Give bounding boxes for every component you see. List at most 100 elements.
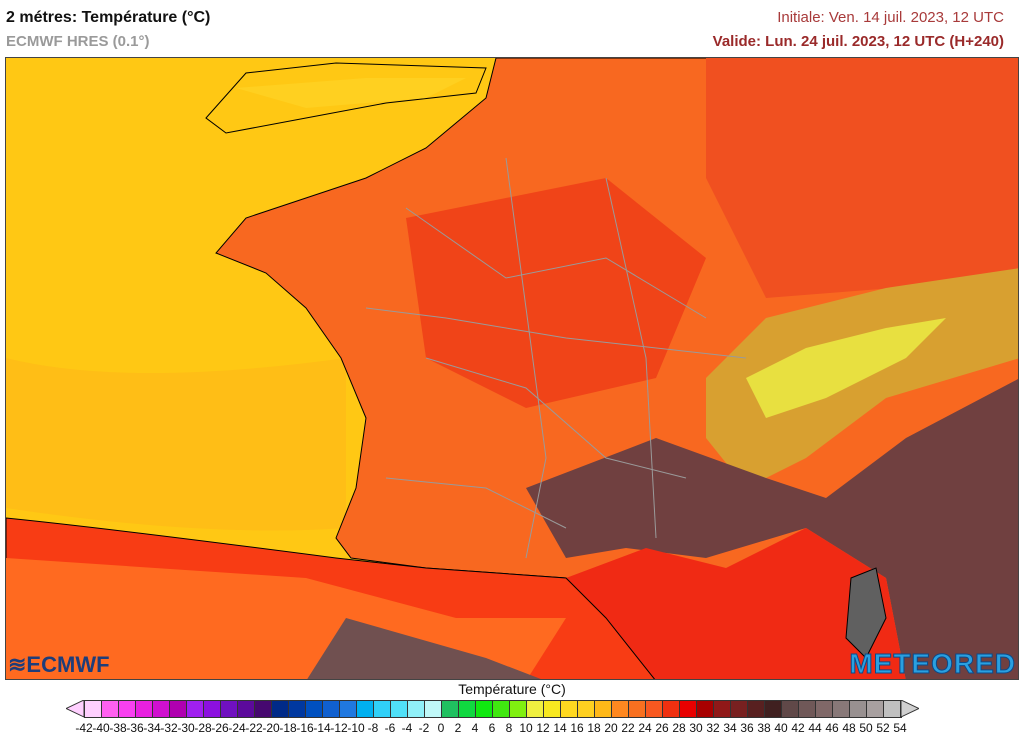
legend-tick: -8	[367, 721, 379, 735]
legend-swatch	[867, 701, 884, 717]
legend-tick: 14	[553, 721, 567, 735]
legend-tick: 50	[859, 721, 873, 735]
legend-swatch	[595, 701, 612, 717]
legend-swatch	[357, 701, 374, 717]
legend-swatch	[578, 701, 595, 717]
legend-swatch	[323, 701, 340, 717]
legend-swatch	[204, 701, 221, 717]
legend-swatch	[561, 701, 578, 717]
legend-swatch	[850, 701, 867, 717]
legend-swatch	[289, 701, 306, 717]
legend-swatch	[646, 701, 663, 717]
meteored-logo: METEORED	[849, 648, 1016, 680]
legend-swatch	[187, 701, 204, 717]
legend-swatch	[459, 701, 476, 717]
legend-tick: -28	[194, 721, 212, 735]
legend-tick: -6	[384, 721, 396, 735]
legend-tick: 24	[638, 721, 652, 735]
legend-tick: -24	[228, 721, 246, 735]
legend-swatch	[765, 701, 782, 717]
legend-swatch	[102, 701, 119, 717]
legend-swatch	[510, 701, 527, 717]
legend-swatch	[408, 701, 425, 717]
legend-swatch	[425, 701, 442, 717]
legend-tick: 10	[519, 721, 533, 735]
legend-swatch	[391, 701, 408, 717]
legend-tick: 16	[570, 721, 584, 735]
legend-tick: 32	[706, 721, 720, 735]
legend-swatch	[306, 701, 323, 717]
legend-swatch	[221, 701, 238, 717]
legend-tick: 2	[454, 721, 462, 735]
legend-tick: 4	[471, 721, 479, 735]
legend-tick: -36	[126, 721, 144, 735]
legend-tick: 42	[791, 721, 805, 735]
legend-tick: 38	[757, 721, 771, 735]
legend-tick: -2	[418, 721, 430, 735]
legend-tick: -16	[296, 721, 314, 735]
legend-tick: -26	[211, 721, 229, 735]
legend-swatch	[493, 701, 510, 717]
legend-tick: -18	[279, 721, 297, 735]
legend-swatch	[255, 701, 272, 717]
legend-swatch	[816, 701, 833, 717]
legend-tick: 36	[740, 721, 754, 735]
legend-swatch	[799, 701, 816, 717]
legend-tick: -40	[92, 721, 110, 735]
legend-swatch	[442, 701, 459, 717]
legend-tick: 28	[672, 721, 686, 735]
legend-swatch	[527, 701, 544, 717]
legend-tick: 6	[488, 721, 496, 735]
legend-swatch	[119, 701, 136, 717]
legend-under-arrow	[66, 700, 84, 718]
legend-swatch	[170, 701, 187, 717]
legend-swatch	[748, 701, 765, 717]
model-name: ECMWF HRES (0.1°)	[6, 33, 150, 50]
initial-time: Initiale: Ven. 14 juil. 2023, 12 UTC	[777, 9, 1004, 26]
legend-swatch	[663, 701, 680, 717]
legend-swatch	[629, 701, 646, 717]
legend-tick: 18	[587, 721, 601, 735]
legend-tick: 8	[505, 721, 513, 735]
legend-tick: -34	[143, 721, 161, 735]
legend-tick: 12	[536, 721, 550, 735]
map-title: 2 métres: Température (°C)	[6, 9, 211, 26]
legend-swatch	[782, 701, 799, 717]
legend-over-arrow	[901, 700, 919, 718]
legend-tick: 30	[689, 721, 703, 735]
legend-swatch	[374, 701, 391, 717]
legend-swatch	[697, 701, 714, 717]
legend-tick: 34	[723, 721, 737, 735]
legend-tick: 22	[621, 721, 635, 735]
legend-tick: -12	[330, 721, 348, 735]
legend-tick: -14	[313, 721, 331, 735]
legend-swatch	[714, 701, 731, 717]
legend-swatch	[476, 701, 493, 717]
temperature-map[interactable]	[5, 57, 1019, 680]
legend-swatch	[153, 701, 170, 717]
legend-title: Température (°C)	[458, 681, 566, 697]
legend-swatch	[136, 701, 153, 717]
legend-tick: 26	[655, 721, 669, 735]
legend-swatch	[85, 701, 102, 717]
legend-tick: -20	[262, 721, 280, 735]
legend-tick: -10	[347, 721, 365, 735]
legend-tick: -42	[75, 721, 93, 735]
legend-tick: 40	[774, 721, 788, 735]
ecmwf-logo: ≋ECMWF	[8, 652, 110, 677]
legend-swatch	[544, 701, 561, 717]
legend-tick: 44	[808, 721, 822, 735]
valid-time: Valide: Lun. 24 juil. 2023, 12 UTC (H+24…	[712, 33, 1004, 50]
legend-swatch	[884, 701, 901, 717]
legend-tick: -32	[160, 721, 178, 735]
legend-tick: 48	[842, 721, 856, 735]
legend-swatch	[340, 701, 357, 717]
legend-tick: -4	[401, 721, 413, 735]
legend-tick: 20	[604, 721, 618, 735]
legend-tick: 46	[825, 721, 839, 735]
legend-tick: -30	[177, 721, 195, 735]
legend-tick: 52	[876, 721, 890, 735]
legend-swatch	[272, 701, 289, 717]
legend-tick: -22	[245, 721, 263, 735]
legend-swatch	[731, 701, 748, 717]
